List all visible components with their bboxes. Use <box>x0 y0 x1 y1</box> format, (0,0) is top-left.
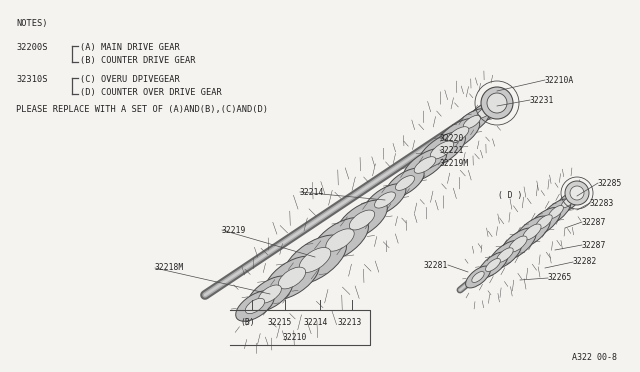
Ellipse shape <box>500 228 536 260</box>
Ellipse shape <box>548 205 563 218</box>
Ellipse shape <box>541 199 571 225</box>
Text: 32214: 32214 <box>304 318 328 327</box>
Text: 32219: 32219 <box>222 225 246 234</box>
Circle shape <box>565 181 589 205</box>
Ellipse shape <box>364 184 406 216</box>
Ellipse shape <box>478 252 508 278</box>
Ellipse shape <box>419 132 465 168</box>
Text: 32220: 32220 <box>440 134 465 142</box>
Ellipse shape <box>403 148 447 182</box>
Circle shape <box>487 93 507 113</box>
Text: 32282: 32282 <box>573 257 597 266</box>
Ellipse shape <box>447 127 469 143</box>
Ellipse shape <box>278 267 306 289</box>
Text: NOTES): NOTES) <box>16 19 47 28</box>
Ellipse shape <box>265 256 319 300</box>
Text: A322 00-8: A322 00-8 <box>573 353 618 362</box>
Text: 32213: 32213 <box>338 318 362 327</box>
Text: (A) MAIN DRIVE GEAR: (A) MAIN DRIVE GEAR <box>80 43 180 52</box>
Ellipse shape <box>245 298 265 314</box>
Text: 32221: 32221 <box>440 145 465 154</box>
Ellipse shape <box>514 216 550 248</box>
Ellipse shape <box>312 218 369 262</box>
Ellipse shape <box>509 236 527 252</box>
Text: 32200S: 32200S <box>16 43 47 52</box>
Text: 32281: 32281 <box>424 260 448 269</box>
Text: (D) COUNTER OVER DRIVE GEAR: (D) COUNTER OVER DRIVE GEAR <box>80 88 221 97</box>
Ellipse shape <box>284 235 347 285</box>
Ellipse shape <box>523 224 541 240</box>
Ellipse shape <box>454 109 490 135</box>
Circle shape <box>481 87 513 119</box>
Text: (B) COUNTER DRIVE GEAR: (B) COUNTER DRIVE GEAR <box>80 56 195 65</box>
Text: 32285: 32285 <box>598 179 622 187</box>
Ellipse shape <box>477 106 493 118</box>
Ellipse shape <box>414 157 436 173</box>
Ellipse shape <box>555 190 581 214</box>
Ellipse shape <box>486 259 500 272</box>
Text: 32215: 32215 <box>268 318 292 327</box>
Ellipse shape <box>396 176 415 190</box>
Text: 32287: 32287 <box>582 218 606 227</box>
Ellipse shape <box>337 200 387 240</box>
Text: 32265: 32265 <box>548 273 572 282</box>
Circle shape <box>570 186 584 200</box>
Text: 32210: 32210 <box>283 333 307 342</box>
Ellipse shape <box>247 276 293 312</box>
Text: 32210A: 32210A <box>545 76 574 84</box>
Text: 32218M: 32218M <box>155 263 184 273</box>
Text: ( D ): ( D ) <box>498 190 522 199</box>
Ellipse shape <box>465 266 490 288</box>
Ellipse shape <box>436 118 479 152</box>
Text: (C) OVERU DPIVEGEAR: (C) OVERU DPIVEGEAR <box>80 75 180 84</box>
Ellipse shape <box>561 196 575 208</box>
Ellipse shape <box>497 248 513 262</box>
Text: (B): (B) <box>241 318 255 327</box>
Ellipse shape <box>463 115 481 129</box>
Ellipse shape <box>527 208 561 237</box>
Text: 32287: 32287 <box>582 241 606 250</box>
Ellipse shape <box>349 210 374 230</box>
Ellipse shape <box>472 272 484 282</box>
Ellipse shape <box>430 141 454 159</box>
Text: 32310S: 32310S <box>16 75 47 84</box>
Ellipse shape <box>468 100 501 125</box>
Ellipse shape <box>236 291 275 321</box>
Ellipse shape <box>326 229 354 251</box>
Ellipse shape <box>374 192 396 208</box>
Text: 32214: 32214 <box>300 187 324 196</box>
Text: PLEASE REPLACE WITH A SET OF (A)AND(B),(C)AND(D): PLEASE REPLACE WITH A SET OF (A)AND(B),(… <box>16 105 268 114</box>
Ellipse shape <box>536 215 552 229</box>
Ellipse shape <box>488 241 522 269</box>
Ellipse shape <box>386 168 424 198</box>
Text: 32219M: 32219M <box>440 158 469 167</box>
Ellipse shape <box>259 285 282 303</box>
Text: 32231: 32231 <box>530 96 554 105</box>
Text: 32283: 32283 <box>590 199 614 208</box>
Ellipse shape <box>300 247 331 272</box>
